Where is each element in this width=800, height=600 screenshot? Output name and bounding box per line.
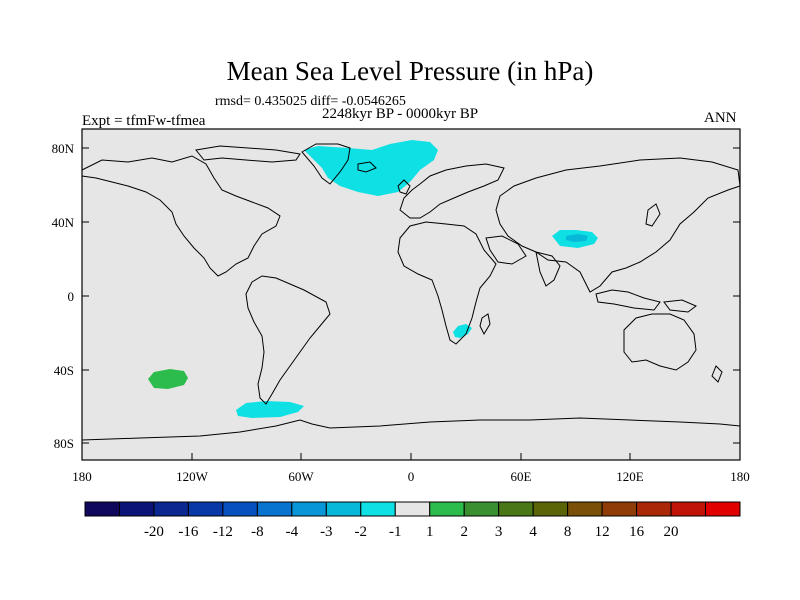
colorbar-box	[705, 501, 741, 517]
lat-label-80s: 80S	[54, 436, 74, 451]
colorbar-box	[325, 501, 362, 517]
anomaly-greenland	[304, 140, 438, 196]
colorbar-box	[636, 501, 672, 517]
colorbar-box	[360, 501, 396, 517]
coast-south-america	[245, 275, 331, 405]
colorbar-label: 20	[664, 524, 679, 540]
lon-label-60e: 60E	[511, 469, 532, 484]
coast-antarctica	[81, 417, 741, 441]
colorbar-box	[153, 501, 189, 517]
experiment-label: Expt = tfmFw-tfmea	[82, 113, 206, 129]
lon-label-120w: 120W	[176, 469, 209, 484]
coast-africa	[397, 221, 497, 345]
map-title: Mean Sea Level Pressure (in hPa)	[226, 56, 594, 86]
colorbar-box	[670, 501, 707, 517]
coast-arctic-islands	[195, 145, 301, 163]
colorbar-label: 4	[529, 524, 537, 540]
lat-label-80n: 80N	[52, 141, 75, 156]
lon-labels: 180 120W 60W 0 60E 120E 180	[72, 469, 750, 484]
colorbar-label: 1	[426, 524, 434, 540]
coast-iceland	[357, 161, 377, 173]
coast-new-guinea	[663, 299, 697, 313]
colorbar-box	[256, 501, 293, 517]
coast-asia	[495, 157, 741, 293]
colorbar-label: 16	[629, 524, 645, 540]
colorbar-labels: -20 -16 -12 -8 -4 -3 -2 -1 1 2 3 4 8 12 16 20	[144, 524, 679, 540]
lat-label-40n: 40N	[52, 215, 75, 230]
lon-label-0: 0	[408, 469, 415, 484]
anomaly-tibet-core	[566, 234, 588, 242]
lat-label-0: 0	[68, 289, 75, 304]
colorbar-label: 8	[564, 524, 572, 540]
colorbar-box	[394, 501, 431, 517]
coast-japan	[645, 203, 661, 227]
period-label: 2248kyr BP - 0000kyr BP	[322, 106, 479, 122]
colorbar-label: 2	[460, 524, 468, 540]
lat-label-40s: 40S	[54, 363, 74, 378]
colorbar-box	[84, 501, 120, 517]
colorbar-label: -3	[320, 524, 333, 540]
lon-ticks	[81, 453, 741, 460]
coast-madagascar	[479, 313, 491, 336]
colorbar	[84, 501, 741, 517]
coast-india	[535, 251, 561, 287]
colorbar-label: -16	[178, 524, 198, 540]
colorbar-box	[291, 501, 327, 517]
lon-label-120e: 120E	[616, 469, 644, 484]
colorbar-box	[187, 501, 224, 517]
coast-southeast-asia-islands	[595, 289, 661, 311]
coast-arabia	[485, 235, 527, 265]
colorbar-box	[222, 501, 258, 517]
coast-new-zealand	[711, 365, 723, 383]
anomaly-layer	[148, 140, 598, 418]
lon-label-180w: 180	[72, 469, 92, 484]
colorbar-label: -2	[355, 524, 368, 540]
coast-north-america	[81, 155, 281, 277]
colorbar-box	[118, 501, 155, 517]
colorbar-label: -20	[144, 524, 164, 540]
anomaly-southern-ocean	[236, 401, 304, 418]
colorbar-label: -1	[389, 524, 402, 540]
coast-britain	[397, 179, 411, 195]
stats-line: rmsd= 0.435025 diff= -0.0546265	[215, 94, 406, 109]
colorbar-label: -12	[213, 524, 233, 540]
lat-ticks	[82, 147, 740, 444]
colorbar-label: 12	[595, 524, 610, 540]
lat-labels: 80N 40N 0 40S 80S	[52, 141, 75, 451]
colorbar-box	[567, 501, 603, 517]
colorbar-box	[498, 501, 534, 517]
map-background	[82, 129, 740, 460]
coast-europe	[399, 163, 505, 219]
colorbar-box	[601, 501, 638, 517]
colorbar-label: 3	[495, 524, 503, 540]
coast-australia	[623, 313, 697, 371]
season-label: ANN	[704, 110, 737, 126]
colorbar-box	[463, 501, 500, 517]
anomaly-southern-africa	[453, 324, 472, 338]
colorbar-box	[532, 501, 569, 517]
colorbar-label: -4	[286, 524, 299, 540]
coast-greenland	[301, 143, 351, 185]
lon-label-180e: 180	[730, 469, 750, 484]
coastlines	[81, 143, 741, 441]
colorbar-label: -8	[251, 524, 264, 540]
anomaly-south-pacific	[148, 369, 188, 389]
lon-label-60w: 60W	[288, 469, 314, 484]
colorbar-box	[429, 501, 465, 517]
